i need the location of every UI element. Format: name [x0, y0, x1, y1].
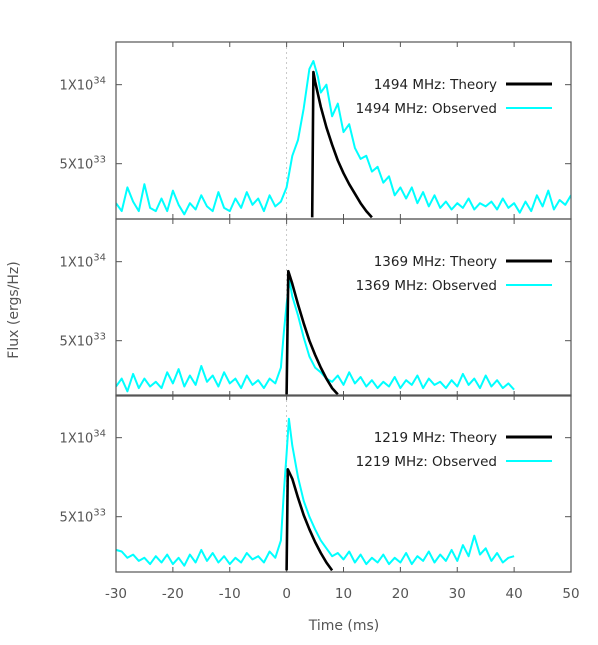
x-tick-label: -30 [105, 586, 127, 602]
y-tick-label: 1X1034 [60, 76, 106, 94]
x-tick-labels: -30 -20 -10 0 10 20 30 40 50 [105, 586, 580, 602]
panel-frame [115, 394, 572, 573]
y-tick-label: 1X1034 [60, 253, 106, 271]
panel-frame [115, 218, 572, 397]
series-group [116, 417, 515, 572]
theory-series-line [310, 70, 373, 219]
x-axis-label: Time (ms) [308, 618, 380, 634]
y-axis-label: Flux (ergs/Hz) [6, 261, 22, 358]
legend-label: 1369 MHz: Observed [356, 278, 497, 294]
x-tick-label: 0 [282, 586, 291, 602]
legend-label: 1219 MHz: Observed [356, 454, 497, 470]
chart-panel-2: 5X1033 1X1034 1369 MHz: Theory 1369 MHz: Ob… [60, 218, 572, 397]
legend-label: 1494 MHz: Observed [356, 101, 497, 117]
y-tick-label: 5X1033 [60, 332, 106, 350]
y-tick-label: 5X1033 [60, 508, 106, 526]
theory-series-line [285, 269, 339, 396]
observed-series-line [116, 279, 515, 393]
observed-series-line [116, 417, 515, 567]
x-tick-label: 40 [506, 586, 523, 602]
chart-panel-3: 5X1033 1X1034 1219 MHz: Theory 1219 MHz: Ob… [60, 394, 572, 573]
x-tick-label: 20 [392, 586, 409, 602]
x-tick-label: -20 [162, 586, 184, 602]
legend-label: 1494 MHz: Theory [374, 77, 497, 93]
series-group [116, 269, 515, 396]
series-group [116, 60, 571, 219]
y-tick-label: 1X1034 [60, 429, 106, 447]
chart-panel-1: 5X1033 1X1034 1494 MHz: Theory 1494 MHz: Ob… [60, 41, 572, 220]
y-tick-label: 5X1033 [60, 155, 106, 173]
x-tick-label: 50 [562, 586, 579, 602]
panels-layer: 5X1033 1X1034 1494 MHz: Theory 1494 MHz: Ob… [60, 41, 572, 573]
x-tick-label: 10 [335, 586, 352, 602]
legend-label: 1219 MHz: Theory [374, 430, 497, 446]
observed-series-line [116, 60, 571, 216]
legend-label: 1369 MHz: Theory [374, 254, 497, 270]
theory-series-line [285, 468, 334, 572]
x-tick-label: 30 [449, 586, 466, 602]
x-tick-label: -10 [219, 586, 241, 602]
